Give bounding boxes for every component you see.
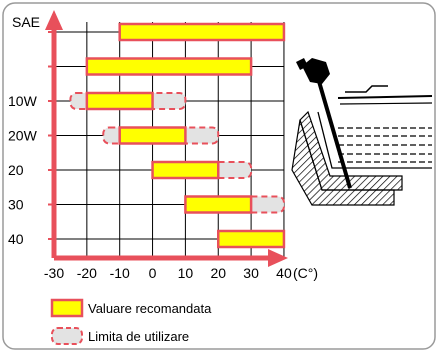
grade-label-2: 10W (8, 93, 38, 109)
grade-labels: 10W 20W 20 30 40 (8, 93, 38, 247)
grade-label-3: 20W (8, 128, 38, 144)
grade-label-6: 40 (8, 231, 24, 247)
x-tick-label-3: 0 (149, 265, 157, 281)
recommended-bar-6 (217, 229, 286, 249)
x-tick-label-5: 20 (210, 265, 226, 281)
outer-border (2, 2, 436, 350)
recommended-bar-3 (118, 126, 187, 145)
grade-label-4: 20 (8, 162, 24, 178)
axes (45, 10, 288, 267)
x-tick-labels: -30 -20 -10 0 10 20 30 40 (44, 265, 292, 281)
recommended-bar-4 (151, 160, 220, 180)
x-axis-arrow (268, 249, 288, 267)
y-axis-label: SAE (12, 14, 40, 30)
recommended-bar-5 (184, 195, 253, 214)
grade-label-5: 30 (8, 197, 24, 213)
legend-limit-swatch (51, 327, 83, 345)
recommended-bar-2 (85, 91, 154, 111)
x-tick-label-4: 10 (178, 265, 194, 281)
recommended-bar-0 (118, 22, 286, 42)
x-tick-label-2: -10 (110, 265, 130, 281)
y-axis-arrow (45, 10, 63, 30)
x-axis-unit: (C°) (293, 265, 318, 281)
bars (69, 22, 286, 249)
legend-recommended-label: Valuare recomandata (88, 301, 212, 316)
recommended-bar-1 (85, 57, 253, 76)
oil-dipstick-engine-icon (291, 58, 433, 206)
x-tick-label-1: -20 (77, 265, 97, 281)
x-tick-label-0: -30 (44, 265, 64, 281)
legend-limit-label: Limita de utilizare (88, 329, 189, 344)
legend: Valuare recomandata Limita de utilizare (50, 298, 212, 345)
legend-recommended-swatch (50, 298, 84, 318)
x-tick-label-6: 30 (243, 265, 259, 281)
x-tick-label-7: 40 (276, 265, 292, 281)
